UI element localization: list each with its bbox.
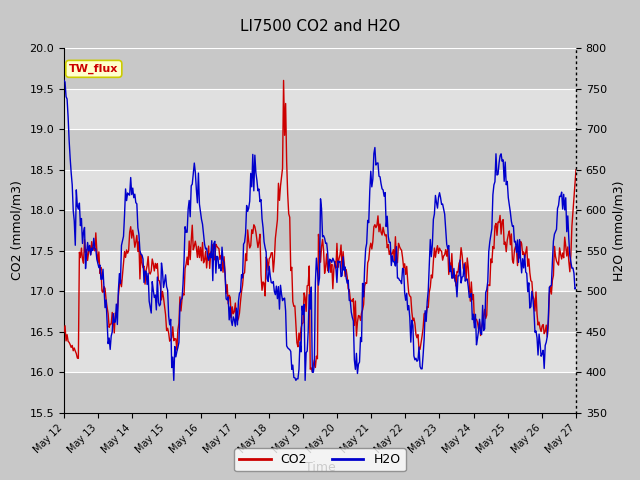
- Text: LI7500 CO2 and H2O: LI7500 CO2 and H2O: [240, 19, 400, 34]
- Bar: [64, 210, 576, 251]
- X-axis label: Time: Time: [305, 460, 335, 473]
- Bar: [64, 169, 576, 210]
- Y-axis label: H2O (mmol/m3): H2O (mmol/m3): [612, 180, 625, 281]
- Bar: [64, 48, 576, 88]
- Legend: CO2, H2O: CO2, H2O: [234, 448, 406, 471]
- Text: TW_flux: TW_flux: [69, 64, 118, 74]
- Bar: [64, 332, 576, 372]
- Bar: [64, 372, 576, 413]
- Bar: [64, 291, 576, 332]
- Bar: [64, 129, 576, 169]
- Y-axis label: CO2 (mmol/m3): CO2 (mmol/m3): [11, 180, 24, 280]
- Bar: [64, 251, 576, 291]
- Bar: [64, 88, 576, 129]
